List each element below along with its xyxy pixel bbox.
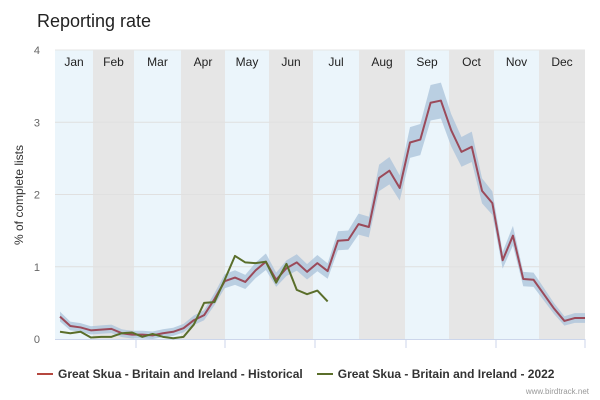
legend-swatch-historical [37,373,53,375]
month-label: Nov [506,55,527,69]
y-axis-label: % of complete lists [12,145,26,245]
confidence-band-historical [60,82,585,340]
y-tick-label: 4 [34,45,40,57]
y-tick-label: 0 [34,334,40,346]
legend-item-historical[interactable]: Great Skua - Britain and Ireland - Histo… [37,367,303,381]
month-label: Mar [147,55,168,69]
month-label: May [236,55,259,69]
month-label: Sep [416,55,438,69]
legend-swatch-2022 [316,373,333,375]
month-label: Feb [103,55,124,69]
legend-item-2022[interactable]: Great Skua - Britain and Ireland - 2022 [316,367,555,381]
y-tick-label: 3 [34,117,40,129]
legend-label-2022: Great Skua - Britain and Ireland - 2022 [337,367,555,381]
month-label: Jun [281,55,300,69]
month-label: Apr [194,55,213,69]
points-2022 [59,255,328,339]
legend-label-historical: Great Skua - Britain and Ireland - Histo… [58,367,303,381]
y-tick-label: 1 [34,262,40,274]
month-label: Jul [328,55,343,69]
legend: Great Skua - Britain and Ireland - Histo… [37,367,554,381]
chart-title: Reporting rate [37,11,152,31]
credit-link[interactable]: www.birdtrack.net [525,387,589,396]
month-label: Oct [462,55,481,69]
y-tick-label: 2 [34,190,40,202]
month-label: Jan [64,55,83,69]
month-label: Dec [551,55,572,69]
month-label: Aug [371,55,392,69]
